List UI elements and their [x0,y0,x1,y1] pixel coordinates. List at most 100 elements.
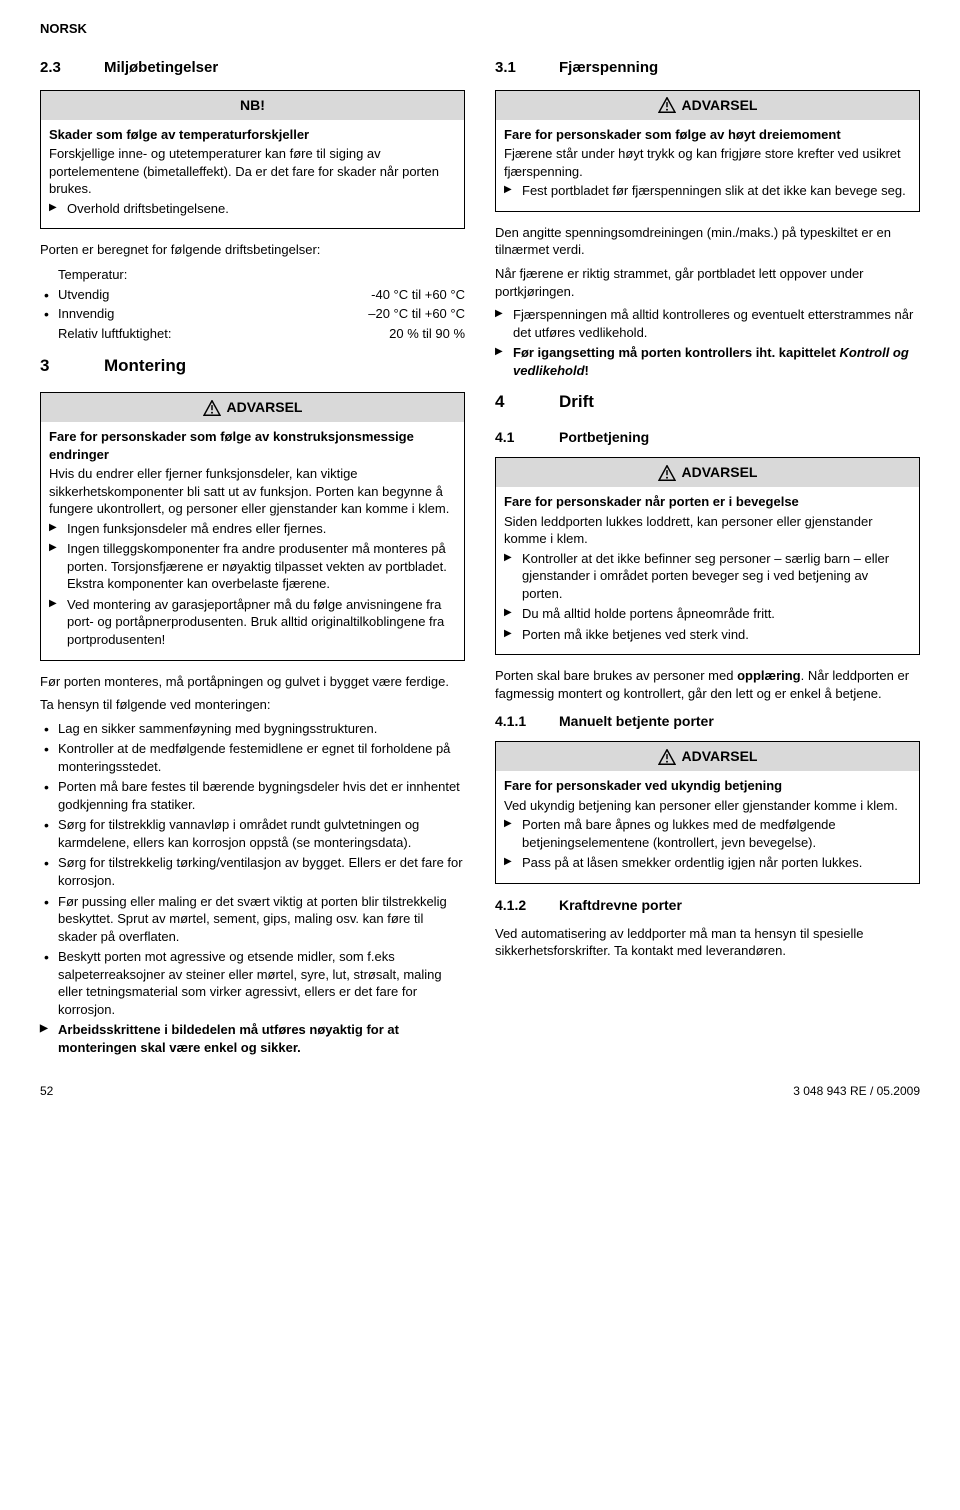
mount-action-list: Arbeidsskrittene i bildedelen må utføres… [40,1021,465,1056]
section-title: Manuelt betjente porter [559,712,714,731]
list-item: Sørg for tilstrekkelig tørking/ventilasj… [40,854,465,889]
page-footer: 52 3 048 943 RE / 05.2009 [40,1083,920,1099]
section-number: 4.1 [495,428,535,447]
warning-box-c: ADVARSEL Fare for personskader når porte… [495,457,920,655]
page-header-language: NORSK [40,20,920,38]
section-4: 4 Drift [495,391,920,414]
list-item: Før igangsetting må porten kontrollers i… [495,344,920,379]
spec-table: Temperatur: Utvendig -40 °C til +60 °C I… [40,265,465,343]
warning-bullet: Ved montering av garasjeportåpner må du … [49,596,456,649]
list-item: Sørg for tilstrekklig vannavløp i område… [40,816,465,851]
warning-label: ADVARSEL [682,747,758,766]
warning-box-d: ADVARSEL Fare for personskader ved ukynd… [495,741,920,884]
spec-row-label: Relativ luftfuktighet: [40,325,171,343]
warning-header: ADVARSEL [41,393,464,422]
list-item: Før pussing eller maling er det svært vi… [40,893,465,946]
note-title: Skader som følge av temperaturforskjelle… [49,126,456,144]
text: Før igangsetting må porten kontrollers i… [513,345,839,360]
text: Porten skal bare brukes av personer med [495,668,737,683]
warning-bullet: Ingen tilleggskomponenter fra andre prod… [49,540,456,593]
spring-p1: Den angitte spenningsomdreiningen (min./… [495,224,920,259]
warning-text: Fjærene står under høyt trykk og kan fri… [504,145,911,180]
warning-bullet: Porten må ikke betjenes ved sterk vind. [504,626,911,644]
spec-row-value: -40 °C til +60 °C [371,286,465,304]
spec-row-value: –20 °C til +60 °C [368,305,465,323]
warning-box-b: ADVARSEL Fare for personskader som følge… [495,90,920,212]
left-column: 2.3 Miljøbetingelser NB! Skader som følg… [40,52,465,1060]
warning-bullet: Kontroller at det ikke befinner seg pers… [504,550,911,603]
section-number: 3 [40,355,80,378]
list-item: Fjærspenningen må alltid kontrolleres og… [495,306,920,341]
spec-row-value: 20 % til 90 % [389,325,465,343]
spec-temp-label: Temperatur: [40,266,127,284]
list-item: Kontroller at de medfølgende festemidlen… [40,740,465,775]
warning-triangle-icon [658,749,676,765]
page-number: 52 [40,1083,53,1099]
warning-label: ADVARSEL [227,398,303,417]
section-number: 4 [495,391,535,414]
warning-bullet: Porten må bare åpnes og lukkes med de me… [504,816,911,851]
warning-bullet: Du må alltid holde portens åpneområde fr… [504,605,911,623]
list-item: Lag en sikker sammenføyning med bygnings… [40,720,465,738]
mount-list: Lag en sikker sammenføyning med bygnings… [40,720,465,1019]
note-label: NB! [240,96,265,115]
doc-reference: 3 048 943 RE / 05.2009 [793,1083,920,1099]
spec-intro: Porten er beregnet for følgende driftsbe… [40,241,465,259]
warning-bullet: Fest portbladet før fjærspenningen slik … [504,182,911,200]
section-title: Portbetjening [559,428,649,447]
warning-triangle-icon [658,465,676,481]
warning-bullet: Ingen funksjonsdeler må endres eller fje… [49,520,456,538]
list-item: Arbeidsskrittene i bildedelen må utføres… [40,1021,465,1056]
warning-header: ADVARSEL [496,742,919,771]
list-item: Porten må bare festes til bærende bygnin… [40,778,465,813]
warning-title: Fare for personskader når porten er i be… [504,493,911,511]
section-3-1: 3.1 Fjærspenning [495,58,920,78]
warning-title: Fare for personskader som følge av høyt … [504,126,911,144]
section-number: 4.1.1 [495,712,535,731]
note-body: Skader som følge av temperaturforskjelle… [41,120,464,229]
text: ! [585,363,589,378]
section-4-1-1: 4.1.1 Manuelt betjente porter [495,712,920,731]
warning-label: ADVARSEL [682,96,758,115]
section-4-1-2: 4.1.2 Kraftdrevne porter [495,896,920,915]
warning-body: Fare for personskader som følge av konst… [41,422,464,660]
note-box-nb: NB! Skader som følge av temperaturforskj… [40,90,465,230]
section-title: Drift [559,391,594,414]
note-text: Forskjellige inne- og utetemperaturer ka… [49,145,456,198]
oper-p1: Porten skal bare brukes av personer med … [495,667,920,702]
warning-header: ADVARSEL [496,458,919,487]
warning-label: ADVARSEL [682,463,758,482]
section-title: Kraftdrevne porter [559,896,682,915]
warning-body: Fare for personskader som følge av høyt … [496,120,919,211]
warning-body: Fare for personskader ved ukyndig betjen… [496,771,919,883]
section-title: Fjærspenning [559,58,658,78]
note-bullet: Overhold driftsbetingelsene. [49,200,456,218]
warning-text: Hvis du endrer eller fjerner funksjonsde… [49,465,456,518]
note-header: NB! [41,91,464,120]
section-number: 4.1.2 [495,896,535,915]
warning-triangle-icon [658,97,676,113]
right-column: 3.1 Fjærspenning ADVARSEL Fare for perso… [495,52,920,1060]
section-number: 2.3 [40,58,80,78]
warning-text: Siden leddporten lukkes loddrett, kan pe… [504,513,911,548]
warning-title: Fare for personskader som følge av konst… [49,428,456,463]
section-4-1: 4.1 Portbetjening [495,428,920,447]
mount-p1: Før porten monteres, må portåpningen og … [40,673,465,691]
section-2-3: 2.3 Miljøbetingelser [40,58,465,78]
spec-row-label: Innvendig [40,305,114,323]
section-title: Montering [104,355,186,378]
text: opplæring [737,668,801,683]
warning-body: Fare for personskader når porten er i be… [496,487,919,654]
power-p1: Ved automatisering av leddporter må man … [495,925,920,960]
section-title: Miljøbetingelser [104,58,218,78]
warning-box-a: ADVARSEL Fare for personskader som følge… [40,392,465,660]
warning-header: ADVARSEL [496,91,919,120]
spring-p2: Når fjærene er riktig strammet, går port… [495,265,920,300]
warning-bullet: Pass på at låsen smekker ordentlig igjen… [504,854,911,872]
warning-triangle-icon [203,400,221,416]
mount-p2: Ta hensyn til følgende ved monteringen: [40,696,465,714]
spec-row-label: Utvendig [40,286,109,304]
warning-text: Ved ukyndig betjening kan personer eller… [504,797,911,815]
warning-title: Fare for personskader ved ukyndig betjen… [504,777,911,795]
list-item: Beskytt porten mot agressive og etsende … [40,948,465,1018]
